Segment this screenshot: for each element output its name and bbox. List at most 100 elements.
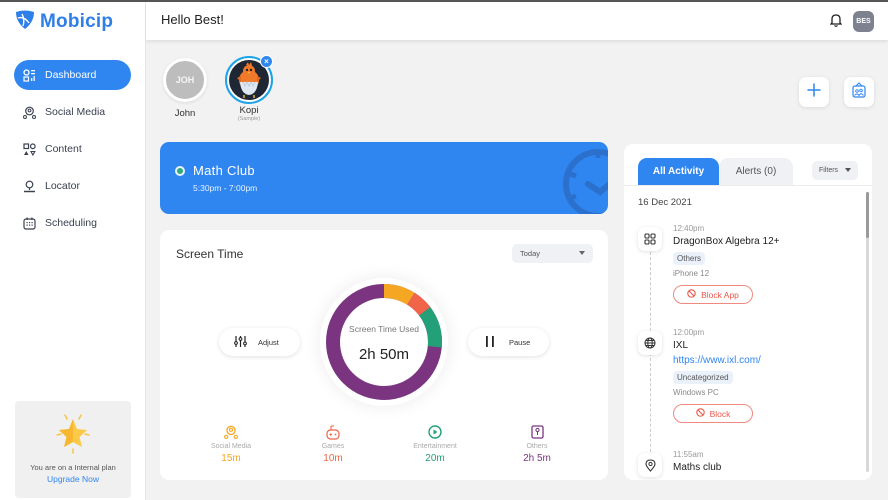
sidebar-item-label: Content [45,143,82,155]
pause-button[interactable]: Pause [468,328,549,356]
pause-icon [485,335,495,349]
category-label: Social Media [210,443,252,450]
profile-name: John [174,108,196,119]
activity-time: 11:55am [673,450,704,459]
sidebar-item-label: Scheduling [45,217,97,229]
block-icon [687,289,696,300]
activity-time: 12:00pm [673,328,705,337]
profile-john[interactable]: JOH John [163,58,207,119]
family-frame-icon [852,81,866,103]
sidebar-item-scheduling[interactable]: Scheduling [14,208,131,238]
plan-card: You are on a Internal plan Upgrade Now [15,401,131,498]
screen-time-donut: Screen Time Used 2h 50m [320,278,448,406]
screen-time-title: Screen Time [176,247,244,261]
filters-label: Filters [819,167,839,174]
content-icon [23,142,36,156]
profile-name: Kopi [239,105,259,116]
mobicip-shield-icon [14,10,36,35]
logo[interactable]: Mobicip [14,10,113,34]
location-pin-icon [638,453,662,477]
status-dot [175,166,185,176]
notification-bell-icon[interactable] [829,13,843,32]
category-breakdown: Social Media 15m Games 10m Entertainment… [180,425,588,464]
calendar-icon [23,217,36,230]
filters-button[interactable]: Filters [812,161,858,180]
family-photo-button[interactable] [844,77,874,107]
sidebar-item-label: Social Media [45,106,106,118]
activity-time: 12:40pm [673,224,705,233]
upgrade-now-link[interactable]: Upgrade Now [47,474,99,484]
avatar: JOH [163,58,207,102]
sidebar-item-dashboard[interactable]: Dashboard [14,60,131,90]
category-entertainment[interactable]: Entertainment 20m [384,425,486,464]
chevron-down-icon [845,168,851,172]
sidebar-nav: Dashboard Social Media Content Locator S… [14,60,131,245]
avatar [225,56,273,104]
tab-alerts[interactable]: Alerts (0) [719,158,793,185]
greeting: Hello Best! [161,12,224,27]
locator-icon [23,180,36,193]
donut-center-label: Screen Time Used [349,324,419,334]
star-icon [53,411,93,460]
apps-icon [638,227,662,251]
period-value: Today [520,249,541,258]
category-others[interactable]: Others 2h 5m [486,425,588,464]
sliders-icon [234,335,247,350]
block-icon [695,408,705,419]
clock-icon [550,144,608,214]
sidebar-item-label: Dashboard [45,69,97,81]
sidebar: Mobicip Dashboard Social Media Content L… [0,2,146,500]
globe-icon [638,331,662,355]
plan-text: You are on a Internal plan [30,463,116,472]
pause-label: Pause [509,337,531,347]
remove-profile-close-icon[interactable]: × [260,55,273,68]
sidebar-item-label: Locator [45,180,81,192]
category-tag: Uncategorized [673,371,733,384]
chevron-down-icon [579,251,585,255]
screen-time-card: Screen Time Today Adjust Screen Time Use… [160,230,608,480]
dashboard-icon [23,68,36,82]
scrollbar-track[interactable] [866,192,869,472]
activity-tabs: All Activity Alerts (0) [638,158,793,185]
sidebar-item-social-media[interactable]: Social Media [14,97,131,127]
block-button[interactable]: Block [673,404,753,423]
header: Hello Best! BES [146,2,888,40]
brand-name: Mobicip [40,11,114,32]
category-value: 10m [323,453,343,464]
schedule-title: Math Club [193,163,255,178]
plus-icon [807,82,821,102]
user-avatar[interactable]: BES [853,11,874,32]
bird-avatar-icon [229,60,269,100]
activity-title: DragonBox Algebra 12+ [673,236,780,247]
profile-kopi[interactable]: × Kopi (Sample) [225,55,273,122]
timeline-line [650,252,651,462]
sidebar-item-content[interactable]: Content [14,134,131,164]
gamepad-icon [326,425,340,440]
category-label: Entertainment [413,443,457,450]
add-profile-button[interactable] [799,77,829,107]
activity-url-link[interactable]: https://www.ixl.com/ [673,355,761,366]
period-select[interactable]: Today [512,244,593,263]
category-social-media[interactable]: Social Media 15m [180,425,282,464]
adjust-button[interactable]: Adjust [219,328,300,356]
scrollbar-thumb[interactable] [866,192,869,238]
social-media-icon [23,106,36,119]
block-app-button[interactable]: Block App [673,285,753,304]
activity-panel: All Activity Alerts (0) Filters 16 Dec 2… [624,144,872,480]
tab-all-activity[interactable]: All Activity [638,158,719,185]
category-value: 15m [221,453,241,464]
sidebar-item-locator[interactable]: Locator [14,171,131,201]
category-value: 2h 5m [523,453,551,464]
profile-subtitle: (Sample) [237,116,261,122]
others-icon [530,425,544,440]
divider [624,185,872,186]
schedule-banner[interactable]: Math Club 5:30pm - 7:00pm [160,142,608,214]
activity-date: 16 Dec 2021 [638,197,692,208]
category-value: 20m [425,453,445,464]
block-label: Block [709,408,731,419]
play-icon [428,425,442,440]
schedule-time: 5:30pm - 7:00pm [193,183,258,193]
category-games[interactable]: Games 10m [282,425,384,464]
donut-total-value: 2h 50m [358,346,410,363]
device-name: Windows PC [673,388,719,397]
